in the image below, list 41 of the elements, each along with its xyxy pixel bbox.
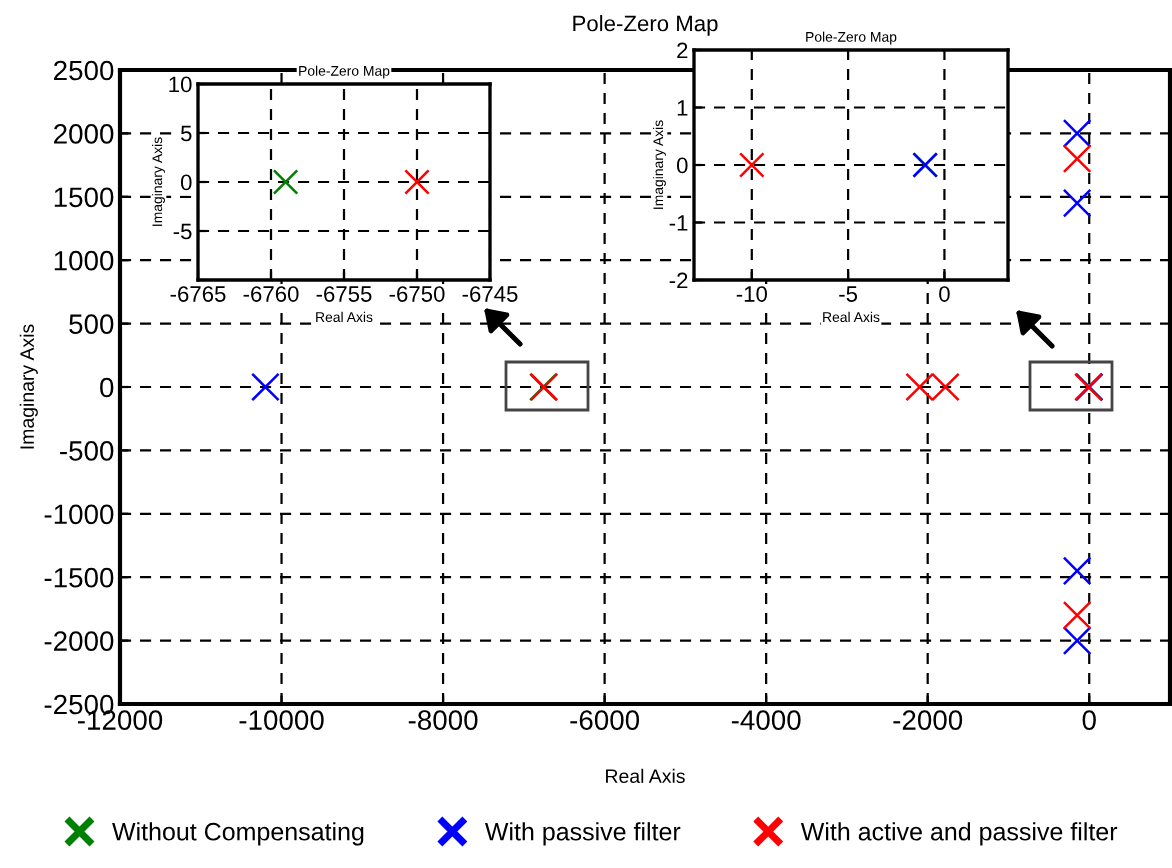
chart-title: Pole-Zero Map <box>573 15 718 36</box>
y-tick-label: 2000 <box>54 124 114 144</box>
y-tick-label: 0 <box>180 174 192 191</box>
y-tick-label: 500 <box>69 314 114 334</box>
x-tick-label: -6000 <box>570 710 640 730</box>
y-tick-label: -5 <box>173 223 192 240</box>
y-tick-label: 0 <box>676 157 688 174</box>
x-tick-label: -6750 <box>389 286 445 302</box>
x-tick-label: -10 <box>736 286 767 302</box>
x-tick-label: -12000 <box>77 710 163 730</box>
x-tick-label: -6755 <box>316 286 372 302</box>
y-tick-label: -1 <box>669 215 688 231</box>
legend-label: With active and passive filter <box>800 822 1118 846</box>
x-tick-label: 0 <box>939 286 950 302</box>
y-tick-label: -2500 <box>44 694 114 715</box>
y-tick-label: 1000 <box>54 250 114 271</box>
y-tick-label: -1000 <box>44 504 114 525</box>
x-axis-title: Real Axis <box>606 768 685 784</box>
y-tick-label: 10 <box>169 76 192 93</box>
y-tick-label: 2 <box>677 42 688 59</box>
x-tick-label: -6760 <box>243 286 299 302</box>
x-tick-label: -8000 <box>408 710 478 730</box>
y-tick-label: 2500 <box>54 60 114 81</box>
legend-label: Without Compensating <box>112 822 364 846</box>
y-tick-label: 1 <box>677 100 688 116</box>
x-tick-label: -6765 <box>170 286 226 302</box>
y-tick-label: -2000 <box>44 631 114 651</box>
y-tick-label: -1500 <box>44 567 114 588</box>
y-axis-title: Imaginary Axis <box>19 324 38 449</box>
y-tick-label: -2 <box>669 272 688 289</box>
y-tick-label: 5 <box>180 125 192 142</box>
y-tick-label: -500 <box>60 441 114 461</box>
x-tick-label: -6745 <box>462 286 518 302</box>
y-tick-label: 1500 <box>54 187 114 208</box>
x-tick-label: -10000 <box>239 710 324 730</box>
x-tick-label: 0 <box>1082 710 1096 730</box>
y-tick-label: 0 <box>100 377 114 398</box>
legend-label: With passive filter <box>484 822 681 846</box>
x-tick-label: -5 <box>839 286 858 302</box>
x-tick-label: -2000 <box>893 710 963 730</box>
x-tick-label: -4000 <box>731 710 801 730</box>
